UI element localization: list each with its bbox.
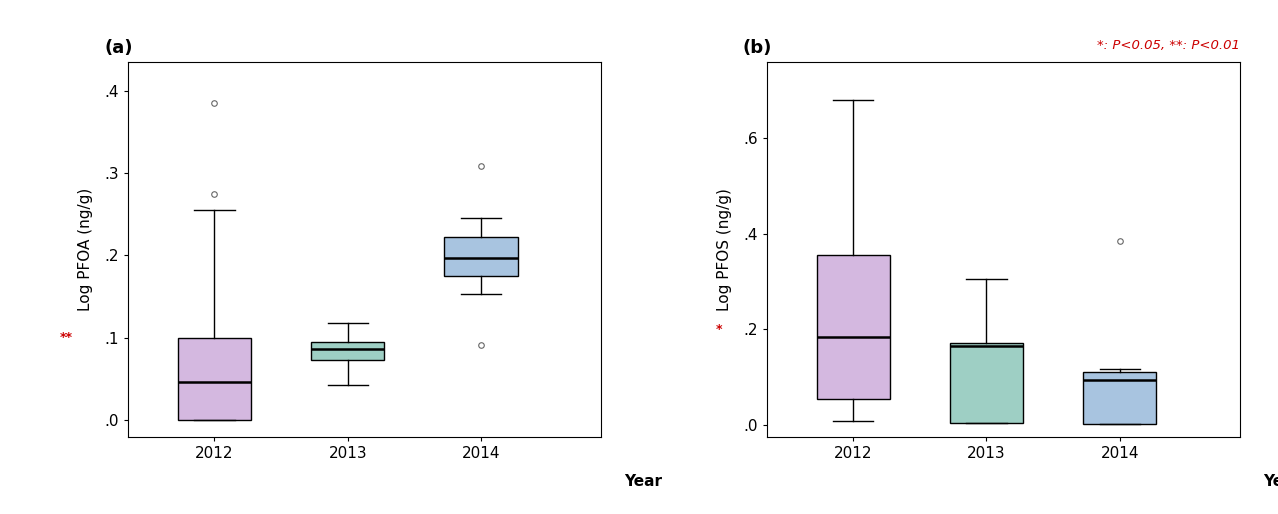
Text: (b): (b) bbox=[743, 39, 772, 57]
FancyBboxPatch shape bbox=[1082, 372, 1157, 424]
Text: Year: Year bbox=[625, 474, 662, 489]
FancyBboxPatch shape bbox=[950, 343, 1024, 423]
Text: *: * bbox=[716, 323, 722, 336]
Text: (a): (a) bbox=[104, 39, 133, 57]
Text: Year: Year bbox=[1264, 474, 1278, 489]
FancyBboxPatch shape bbox=[178, 338, 250, 420]
FancyBboxPatch shape bbox=[817, 255, 889, 399]
FancyBboxPatch shape bbox=[311, 342, 385, 360]
FancyBboxPatch shape bbox=[445, 237, 518, 276]
Y-axis label: Log PFOA (ng/g): Log PFOA (ng/g) bbox=[78, 188, 93, 311]
Text: *: P<0.05, **: P<0.01: *: P<0.05, **: P<0.01 bbox=[1097, 39, 1240, 52]
Y-axis label: Log PFOS (ng/g): Log PFOS (ng/g) bbox=[717, 188, 732, 311]
Text: **: ** bbox=[60, 332, 73, 344]
